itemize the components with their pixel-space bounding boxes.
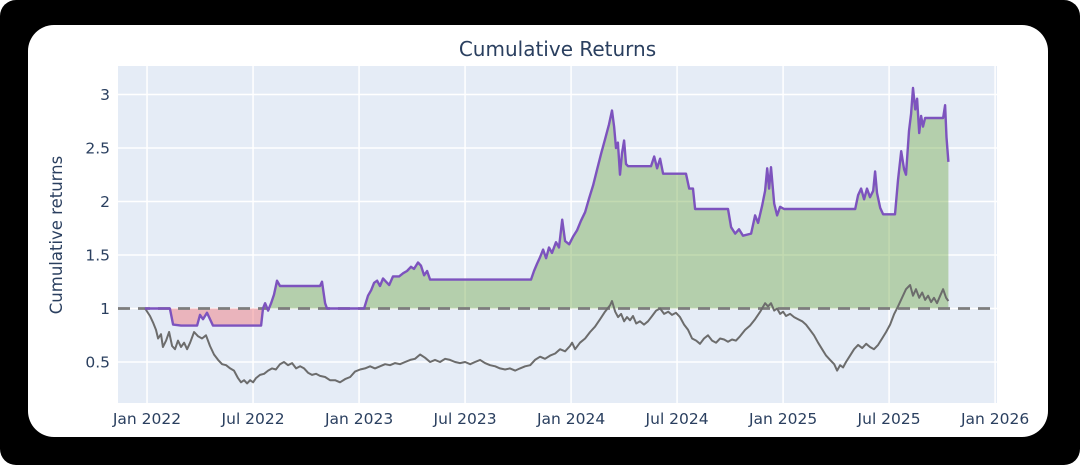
y-tick-label: 0.5 — [85, 354, 110, 372]
y-axis-tick-labels: 0.5 1 1.5 2 2.5 3 — [85, 86, 110, 372]
loss-area-fill — [169, 308, 269, 326]
x-tick-label: Jan 2026 — [960, 410, 1029, 428]
x-tick-label: Jul 2022 — [221, 410, 285, 428]
x-tick-label: Jul 2025 — [857, 410, 921, 428]
y-tick-label: 2 — [100, 193, 110, 211]
cumulative-returns-plot: Jan 2022 Jul 2022 Jan 2023 Jul 2023 Jan 2024… — [85, 66, 1029, 428]
y-tick-label: 2.5 — [85, 140, 110, 158]
strategy-line — [144, 86, 950, 327]
y-tick-label: 1.5 — [85, 247, 110, 265]
x-tick-label: Jan 2025 — [748, 410, 817, 428]
x-tick-label: Jul 2023 — [433, 410, 497, 428]
plot-area — [118, 66, 997, 403]
y-tick-label: 1 — [100, 300, 110, 318]
chart-title: Cumulative Returns — [458, 37, 657, 61]
chart-card: Cumulative Returns Cumulative returns Ja… — [28, 25, 1048, 437]
x-tick-label: Jan 2024 — [536, 410, 605, 428]
gridlines — [118, 66, 997, 403]
benchmark-line — [144, 284, 950, 385]
x-tick-label: Jan 2022 — [112, 410, 181, 428]
x-tick-label: Jan 2023 — [324, 410, 393, 428]
y-tick-label: 3 — [100, 86, 110, 104]
x-axis-tick-labels: Jan 2022 Jul 2022 Jan 2023 Jul 2023 Jan 2024… — [112, 410, 1029, 428]
x-tick-label: Jul 2024 — [645, 410, 709, 428]
gain-area-fill — [144, 88, 949, 309]
